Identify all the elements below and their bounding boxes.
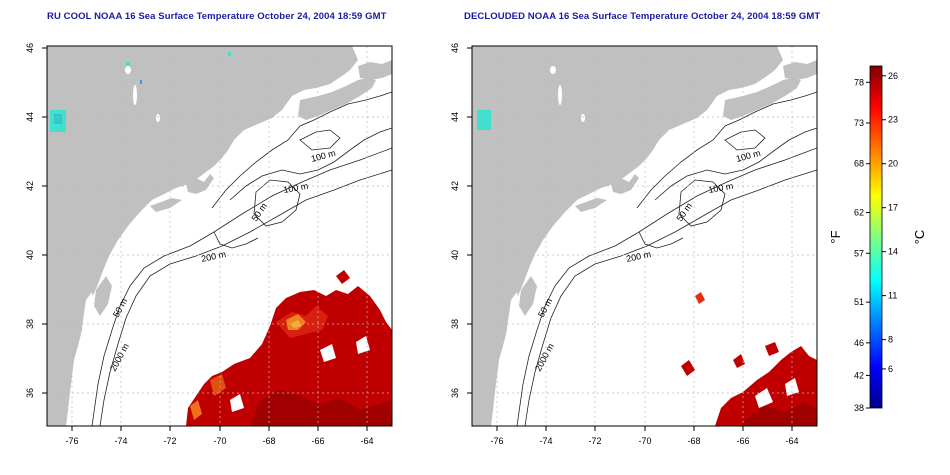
delmarva-land	[94, 276, 112, 316]
celsius-tick-label: 26	[888, 71, 898, 81]
lat-tick-label: 42	[25, 181, 35, 191]
lat-tick-label: 38	[25, 319, 35, 329]
lake	[581, 114, 585, 122]
right-sst-map[interactable]: 100 m 100 m 50 m 200 m 50 m 2000 m -76 -…	[425, 0, 845, 475]
celsius-tick-label: 23	[888, 115, 898, 125]
lat-tick-label: 40	[450, 250, 460, 260]
fahrenheit-tick-label: 42	[854, 370, 864, 380]
long-island-land	[150, 198, 182, 212]
chesapeake-water	[507, 292, 519, 340]
axis-ticks	[42, 47, 368, 431]
fahrenheit-tick-label: 38	[854, 403, 864, 413]
fahrenheit-tick-label: 46	[854, 338, 864, 348]
lon-tick-label: -76	[490, 436, 503, 446]
sst-cool-patch	[477, 110, 491, 130]
cape-cod-land	[611, 174, 639, 194]
lat-lon-grid	[472, 46, 817, 426]
cape-breton-land	[783, 60, 817, 80]
lake	[133, 85, 137, 105]
land-mass	[47, 46, 358, 426]
lake	[125, 66, 131, 74]
lake	[558, 85, 562, 105]
land-mass	[472, 46, 783, 426]
contour-label: 100 m	[708, 181, 734, 195]
temperature-colorbar: 78 73 68 62 57 51 46 42 38 26 23 20 17 14 11 8 6 °F °C	[830, 65, 927, 413]
lake	[156, 114, 160, 122]
sst-warm-region	[186, 270, 392, 426]
celsius-tick-label: 20	[888, 159, 898, 169]
lat-tick-label: 36	[450, 388, 460, 398]
contour-label: 100 m	[283, 181, 309, 195]
lat-tick-label: 36	[25, 388, 35, 398]
fahrenheit-tick-label: 62	[854, 208, 864, 218]
lon-tick-label: -70	[213, 436, 226, 446]
chesapeake-water	[82, 292, 94, 340]
lon-tick-label: -64	[360, 436, 373, 446]
cape-breton-land	[358, 60, 392, 80]
colorbar-gradient	[869, 65, 883, 409]
left-panel-title: RU COOL NOAA 16 Sea Surface Temperature …	[47, 11, 387, 22]
lon-tick-label: -72	[588, 436, 601, 446]
lon-tick-label: -72	[163, 436, 176, 446]
fahrenheit-tick-label: 57	[854, 248, 864, 258]
fahrenheit-tick-label: 73	[854, 118, 864, 128]
lat-tick-label: 40	[25, 250, 35, 260]
celsius-axis-label: °C	[912, 230, 927, 245]
lon-tick-label: -64	[785, 436, 798, 446]
lon-tick-label: -68	[262, 436, 275, 446]
fahrenheit-axis-label: °F	[830, 230, 843, 243]
lat-tick-label: 46	[25, 43, 35, 53]
celsius-tick-label: 17	[888, 203, 898, 213]
bathymetry-contours	[91, 91, 392, 426]
lon-tick-label: -70	[638, 436, 651, 446]
nova-scotia-land	[298, 78, 376, 120]
celsius-tick-label: 11	[888, 291, 897, 301]
right-panel-title: DECLOUDED NOAA 16 Sea Surface Temperatur…	[464, 11, 821, 22]
celsius-tick-label: 8	[888, 335, 893, 345]
lake	[550, 66, 556, 74]
lat-tick-label: 38	[450, 319, 460, 329]
nova-scotia-land	[723, 78, 801, 120]
lon-tick-label: -76	[65, 436, 78, 446]
lon-tick-label: -68	[687, 436, 700, 446]
axis-ticks	[467, 47, 793, 431]
cape-cod-land	[186, 174, 214, 194]
left-sst-map[interactable]: 100 m 100 m 50 m 200 m 50 m 2000 m -76 -…	[0, 0, 420, 475]
bathymetry-contours	[516, 91, 817, 426]
lat-tick-label: 46	[450, 43, 460, 53]
delmarva-land	[519, 276, 537, 316]
sst-warm-region	[681, 292, 817, 426]
lat-tick-label: 44	[450, 112, 460, 122]
celsius-tick-label: 14	[888, 247, 898, 257]
celsius-tick-label: 6	[888, 364, 893, 374]
lon-tick-label: -66	[311, 436, 324, 446]
long-island-land	[575, 198, 607, 212]
lon-tick-label: -74	[114, 436, 127, 446]
lat-lon-grid	[47, 46, 392, 426]
fahrenheit-tick-label: 68	[854, 159, 864, 169]
lon-tick-label: -66	[736, 436, 749, 446]
fahrenheit-tick-label: 78	[854, 77, 864, 87]
lat-tick-label: 42	[450, 181, 460, 191]
lon-tick-label: -74	[539, 436, 552, 446]
sst-cool-patch	[50, 52, 231, 132]
fahrenheit-tick-label: 51	[854, 297, 864, 307]
lat-tick-label: 44	[25, 112, 35, 122]
